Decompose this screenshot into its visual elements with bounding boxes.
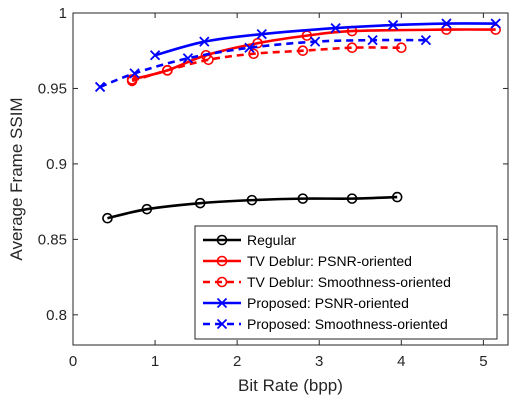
data-point xyxy=(387,19,399,31)
legend-marker xyxy=(216,318,228,330)
legend-item: Proposed: PSNR-oriented xyxy=(203,295,409,311)
x-tick-label: 0 xyxy=(69,353,77,370)
data-point xyxy=(194,197,206,209)
data-point xyxy=(129,68,140,79)
legend-marker xyxy=(216,234,228,246)
legend-item: Regular xyxy=(203,232,296,248)
data-point xyxy=(367,35,378,46)
data-point xyxy=(490,18,501,29)
x-axis: 0 1 2 3 4 5 xyxy=(69,13,488,370)
series-2 xyxy=(126,42,407,87)
data-point xyxy=(396,42,407,54)
series-line xyxy=(107,195,398,220)
series-3 xyxy=(149,18,501,61)
y-axis-title: Average Frame SSIM xyxy=(7,97,26,260)
data-point xyxy=(94,81,106,93)
legend-label: TV Deblur: Smoothness-oriented xyxy=(247,274,451,290)
data-point xyxy=(297,45,309,57)
legend-box xyxy=(194,225,498,340)
x-tick-label: 2 xyxy=(233,353,241,370)
y-tick-label: 0.95 xyxy=(38,80,67,97)
y-tick-label: 0.9 xyxy=(46,156,67,173)
data-point xyxy=(244,42,255,53)
data-point xyxy=(420,35,432,46)
series-line xyxy=(131,46,402,83)
data-point xyxy=(256,28,267,40)
y-tick-label: 0.85 xyxy=(38,231,67,248)
data-point xyxy=(346,42,358,54)
legend-marker xyxy=(216,297,228,309)
data-point xyxy=(248,48,259,60)
data-point xyxy=(330,22,341,34)
data-point xyxy=(441,24,452,35)
x-tick-label: 1 xyxy=(151,353,159,370)
series-4 xyxy=(94,35,432,93)
data-point xyxy=(102,212,113,224)
x-tick-label: 4 xyxy=(397,353,405,370)
data-point xyxy=(297,193,309,204)
data-point xyxy=(141,203,153,215)
data-point xyxy=(309,36,321,47)
legend-item: Proposed: Smoothness-oriented xyxy=(203,316,448,332)
data-point xyxy=(441,18,452,29)
legend-label: Proposed: Smoothness-oriented xyxy=(247,316,448,332)
x-tick-label: 3 xyxy=(315,353,323,370)
data-point xyxy=(246,194,258,206)
y-tick-label: 1 xyxy=(59,5,67,22)
x-tick-label: 5 xyxy=(479,353,487,370)
legend-marker xyxy=(216,255,228,267)
legend-marker xyxy=(216,276,228,288)
series-layer xyxy=(94,18,501,224)
data-point xyxy=(391,191,403,203)
x-axis-title: Bit Rate (bpp) xyxy=(238,376,343,395)
data-point xyxy=(149,50,161,61)
data-point xyxy=(346,193,358,204)
legend-item: TV Deblur: PSNR-oriented xyxy=(203,253,412,269)
legend-label: TV Deblur: PSNR-oriented xyxy=(247,253,412,269)
y-tick-label: 0.8 xyxy=(46,307,67,324)
legend-label: Regular xyxy=(247,232,296,248)
data-point xyxy=(162,65,173,76)
y-axis: 0.8 0.85 0.9 0.95 1 xyxy=(38,5,508,324)
legend-label: Proposed: PSNR-oriented xyxy=(247,295,409,311)
series-0 xyxy=(102,191,403,224)
legend: Regular TV Deblur: PSNR-oriented TV Deblur… xyxy=(194,225,498,340)
data-point xyxy=(182,53,194,64)
legend-item: TV Deblur: Smoothness-oriented xyxy=(203,274,451,290)
data-point xyxy=(199,36,210,47)
data-point xyxy=(490,24,501,35)
